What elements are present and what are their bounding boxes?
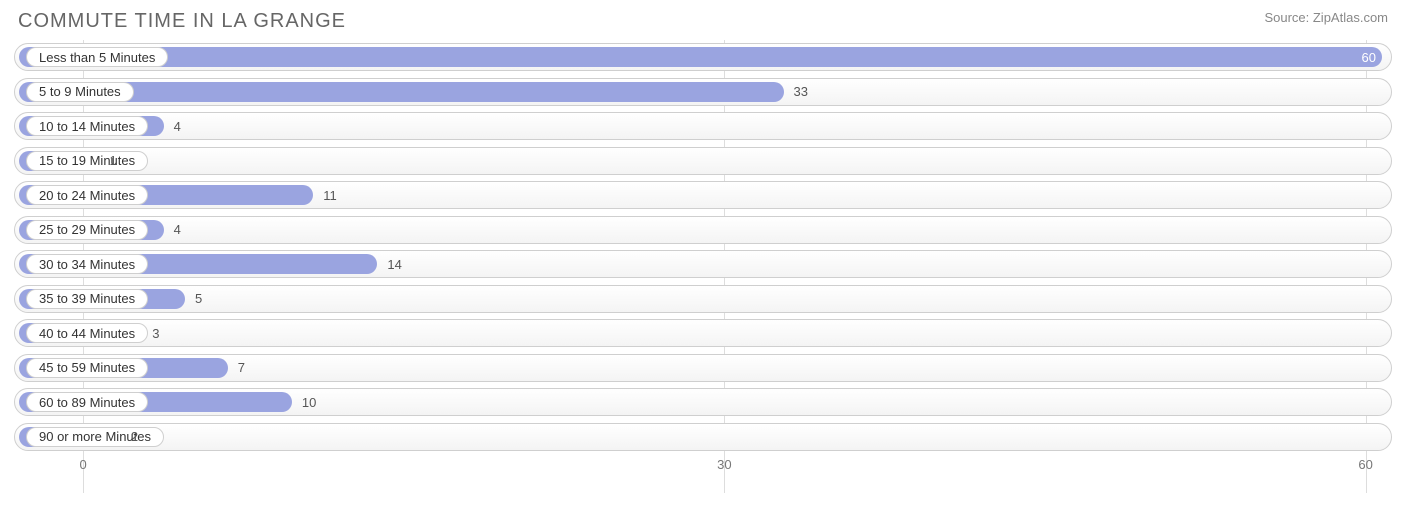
bar-value-label: 5 xyxy=(195,285,202,313)
bar-value-label: 60 xyxy=(1362,43,1376,71)
category-pill: 15 to 19 Minutes xyxy=(26,151,148,171)
bar-row: Less than 5 Minutes 60 xyxy=(14,43,1392,71)
category-pill: Less than 5 Minutes xyxy=(26,47,168,67)
category-pill: 40 to 44 Minutes xyxy=(26,323,148,343)
bar-value-label: 4 xyxy=(174,216,181,244)
bar-row: 35 to 39 Minutes 5 xyxy=(14,285,1392,313)
bar-fill xyxy=(19,82,784,102)
category-pill: 90 or more Minutes xyxy=(26,427,164,447)
bar-track xyxy=(14,147,1392,175)
bar-fill xyxy=(19,47,1382,67)
bar-value-label: 2 xyxy=(131,423,138,451)
category-pill: 25 to 29 Minutes xyxy=(26,220,148,240)
bar-track xyxy=(14,319,1392,347)
bar-value-label: 4 xyxy=(174,112,181,140)
bar-row: 90 or more Minutes2 xyxy=(14,423,1392,451)
category-pill: 35 to 39 Minutes xyxy=(26,289,148,309)
bar-row: 40 to 44 Minutes3 xyxy=(14,319,1392,347)
bar-row: 5 to 9 Minutes 33 xyxy=(14,78,1392,106)
chart-title: COMMUTE TIME IN LA GRANGE xyxy=(18,10,346,33)
bar-track xyxy=(14,216,1392,244)
bar-track xyxy=(14,423,1392,451)
bar-row: 10 to 14 Minutes 4 xyxy=(14,112,1392,140)
x-axis: 0 30 60 xyxy=(14,457,1392,487)
category-pill: 60 to 89 Minutes xyxy=(26,392,148,412)
bar-value-label: 1 xyxy=(110,147,117,175)
x-axis-tick: 30 xyxy=(717,457,731,472)
bar-value-label: 10 xyxy=(302,388,316,416)
bar-value-label: 3 xyxy=(152,319,159,347)
bar-track xyxy=(14,112,1392,140)
bar-row: 45 to 59 Minutes 7 xyxy=(14,354,1392,382)
bar-row: 15 to 19 Minutes1 xyxy=(14,147,1392,175)
chart-area: Less than 5 Minutes 60 5 to 9 Minutes 33 10 … xyxy=(0,39,1406,451)
bar-row: 30 to 34 Minutes 14 xyxy=(14,250,1392,278)
bar-row: 20 to 24 Minutes 11 xyxy=(14,181,1392,209)
category-pill: 10 to 14 Minutes xyxy=(26,116,148,136)
chart-header: COMMUTE TIME IN LA GRANGE Source: ZipAtl… xyxy=(0,0,1406,39)
bar-value-label: 7 xyxy=(238,354,245,382)
bar-track xyxy=(14,285,1392,313)
bar-row: 25 to 29 Minutes 4 xyxy=(14,216,1392,244)
bar-value-label: 33 xyxy=(794,78,808,106)
x-axis-tick: 0 xyxy=(80,457,87,472)
category-pill: 30 to 34 Minutes xyxy=(26,254,148,274)
category-pill: 5 to 9 Minutes xyxy=(26,82,134,102)
category-pill: 20 to 24 Minutes xyxy=(26,185,148,205)
chart-source: Source: ZipAtlas.com xyxy=(1264,10,1388,25)
category-pill: 45 to 59 Minutes xyxy=(26,358,148,378)
x-axis-tick: 60 xyxy=(1358,457,1372,472)
bar-value-label: 11 xyxy=(323,181,337,209)
bar-value-label: 14 xyxy=(387,250,401,278)
bar-row: 60 to 89 Minutes 10 xyxy=(14,388,1392,416)
